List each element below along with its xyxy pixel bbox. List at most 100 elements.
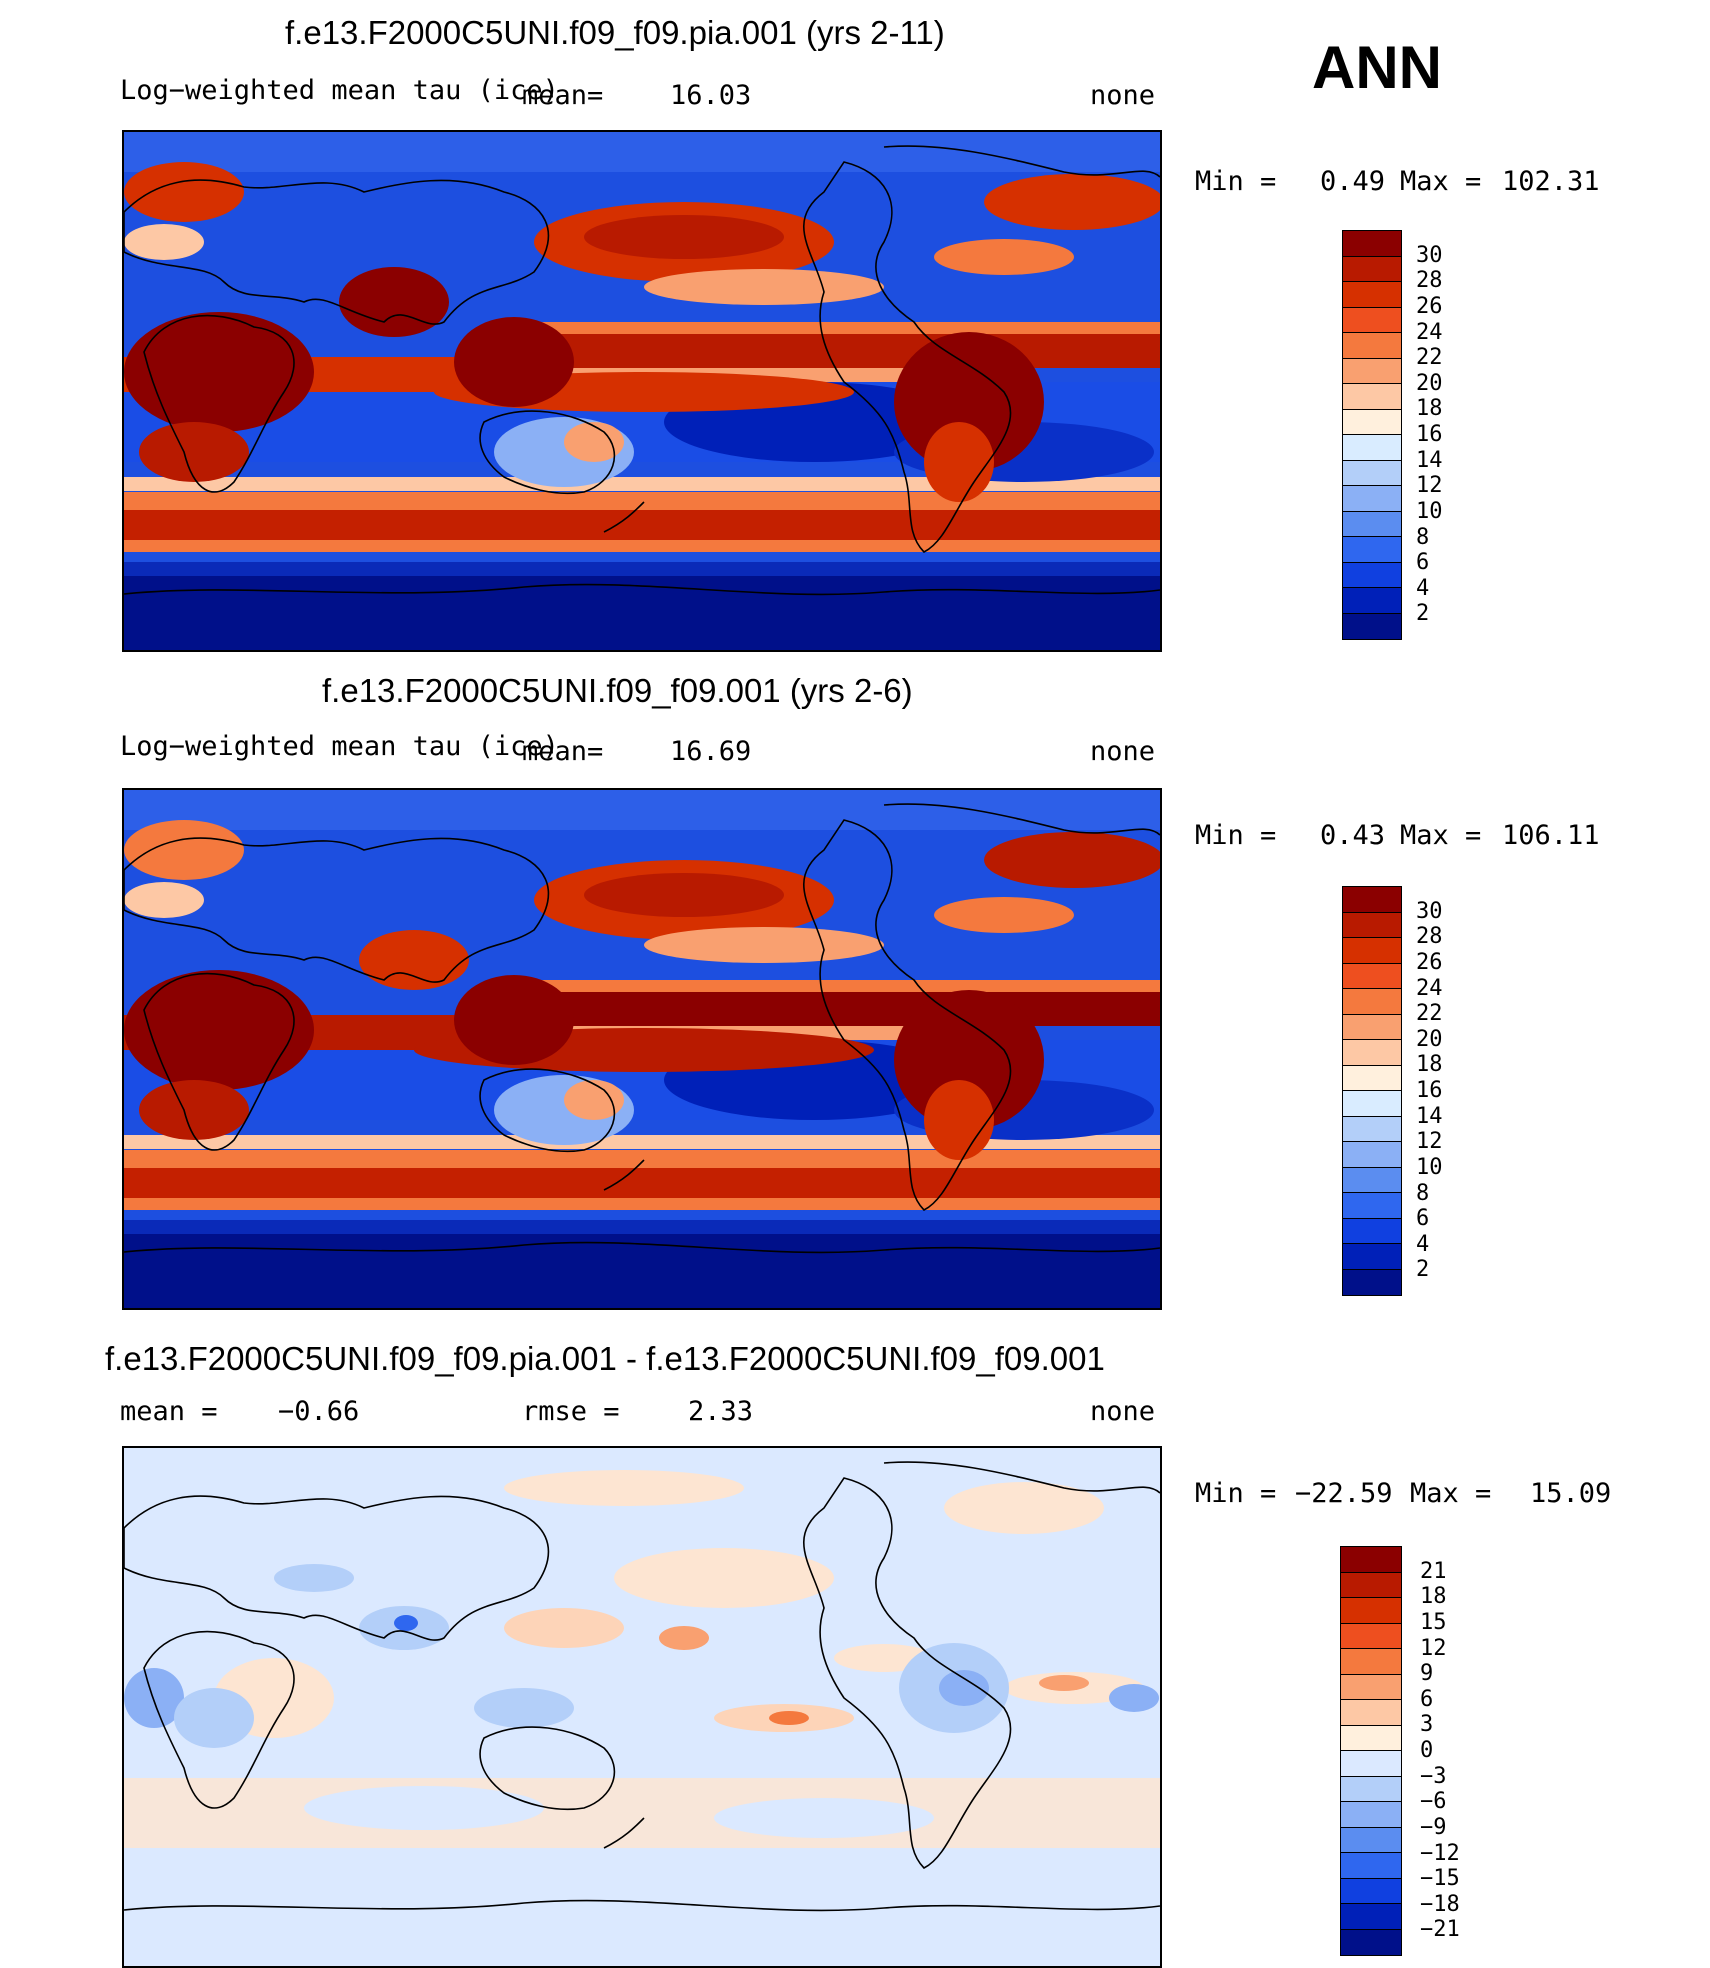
colorbar-segment — [1343, 887, 1401, 913]
colorbar-segment — [1343, 358, 1401, 384]
map-panel-top — [122, 130, 1162, 652]
colorbar-tick-label: −12 — [1420, 1840, 1460, 1866]
colorbar-tick-label: 4 — [1416, 575, 1430, 601]
colorbar-segment — [1341, 1878, 1401, 1904]
colorbar-segment — [1343, 1218, 1401, 1244]
colorbar-segment — [1341, 1725, 1401, 1751]
colorbar-tick-label: 8 — [1416, 1180, 1430, 1206]
colorbar-segment — [1343, 963, 1401, 989]
colorbar-tick-label: −3 — [1420, 1763, 1447, 1789]
colorbar-tick-label: −15 — [1420, 1866, 1460, 1892]
colorbar-segment — [1343, 1040, 1401, 1066]
panel-diff-mean-label: mean = — [120, 1396, 218, 1427]
colorbar-tick-label: 26 — [1416, 949, 1443, 975]
colorbar-tick-label: 10 — [1416, 498, 1443, 524]
tau-map-middle — [124, 790, 1160, 1308]
panel-top-min-value: 0.49 — [1320, 166, 1386, 197]
colorbar-tick-label: 30 — [1416, 898, 1443, 924]
colorbar-tick-label: 24 — [1416, 975, 1443, 1001]
colorbar-tick-label: 0 — [1420, 1738, 1434, 1763]
colorbar-tick-label: 9 — [1420, 1661, 1434, 1687]
panel-diff-mean-value: −0.66 — [278, 1396, 360, 1427]
colorbar-tick-label: 2 — [1416, 601, 1430, 627]
tau-map-top — [124, 132, 1160, 650]
panel-middle-field-label: Log−weighted mean tau (ice) — [120, 731, 559, 762]
panel-diff-min-label: Min = — [1195, 1478, 1277, 1509]
colorbar-segment — [1343, 613, 1401, 639]
colorbar-segment — [1343, 307, 1401, 333]
colorbar-segment — [1341, 1929, 1401, 1955]
panel-middle-min-value: 0.43 — [1320, 820, 1386, 851]
panel-top-max-value: 102.31 — [1502, 166, 1600, 197]
colorbar-segment — [1343, 938, 1401, 964]
colorbar-segment — [1343, 912, 1401, 938]
colorbar-segment — [1343, 1091, 1401, 1117]
colorbar-segment — [1343, 1269, 1401, 1295]
colorbar-tick-label: 12 — [1416, 473, 1443, 499]
colorbar-segment — [1343, 989, 1401, 1015]
colorbar-segment — [1341, 1802, 1401, 1828]
colorbar-tick-label: 14 — [1416, 447, 1443, 473]
colorbar-tick-label: 12 — [1416, 1129, 1443, 1155]
colorbar-tick-label: 4 — [1416, 1231, 1430, 1257]
colorbar-tick-label: 15 — [1420, 1609, 1447, 1635]
colorbar-segment — [1343, 1014, 1401, 1040]
colorbar-segment — [1341, 1649, 1401, 1675]
panel-top-mean-label: mean= — [522, 80, 604, 111]
colorbar-segment — [1343, 486, 1401, 512]
colorbar-middle-segments — [1343, 887, 1401, 1295]
colorbar-segment — [1343, 409, 1401, 435]
colorbar-segment — [1341, 1827, 1401, 1853]
colorbar-tick-label: 16 — [1416, 1078, 1443, 1103]
colorbar-tick-label: 28 — [1416, 268, 1443, 294]
colorbar-tick-label: 20 — [1416, 370, 1443, 396]
panel-diff-rmse-value: 2.33 — [688, 1396, 754, 1427]
panel-top-mean-value: 16.03 — [670, 80, 752, 111]
colorbar-segment — [1343, 588, 1401, 614]
colorbar-segment — [1343, 333, 1401, 359]
colorbar-segment — [1343, 1193, 1401, 1219]
colorbar-segment — [1341, 1572, 1401, 1598]
colorbar-tick-label: 6 — [1416, 550, 1430, 576]
colorbar-tick-label: 18 — [1416, 396, 1443, 422]
colorbar-tick-label: 22 — [1416, 345, 1443, 371]
colorbar-diff — [1340, 1546, 1402, 1956]
colorbar-segment — [1343, 282, 1401, 308]
colorbar-tick-label: 12 — [1420, 1635, 1447, 1661]
panel-diff-min-value: −22.59 — [1295, 1478, 1393, 1509]
colorbar-tick-label: 14 — [1416, 1103, 1443, 1129]
panel-top-units: none — [1090, 80, 1156, 111]
panel-middle-max-value: 106.11 — [1502, 820, 1600, 851]
colorbar-tick-label: 18 — [1420, 1584, 1447, 1610]
colorbar-tick-label: 21 — [1420, 1558, 1447, 1584]
colorbar-tick-label: 20 — [1416, 1026, 1443, 1052]
panel-top-max-label: Max = — [1400, 166, 1482, 197]
colorbar-tick-label: 30 — [1416, 242, 1443, 268]
panel-middle-max-label: Max = — [1400, 820, 1482, 851]
colorbar-top — [1342, 230, 1402, 640]
colorbar-tick-label: 26 — [1416, 293, 1443, 319]
colorbar-segment — [1341, 1623, 1401, 1649]
colorbar-segment — [1343, 511, 1401, 537]
colorbar-segment — [1341, 1674, 1401, 1700]
colorbar-segment — [1343, 1167, 1401, 1193]
panel-middle-min-label: Min = — [1195, 820, 1277, 851]
colorbar-segment — [1343, 562, 1401, 588]
colorbar-tick-label: 6 — [1416, 1206, 1430, 1232]
colorbar-tick-label: −21 — [1420, 1917, 1460, 1943]
colorbar-tick-label: −9 — [1420, 1814, 1447, 1840]
colorbar-diff-segments — [1341, 1547, 1401, 1955]
colorbar-segment — [1343, 231, 1401, 257]
colorbar-segment — [1341, 1700, 1401, 1726]
colorbar-segment — [1341, 1853, 1401, 1879]
difference-map — [124, 1448, 1160, 1966]
colorbar-segment — [1343, 256, 1401, 282]
colorbar-tick-label: 16 — [1416, 422, 1443, 447]
colorbar-tick-label: 3 — [1420, 1712, 1434, 1738]
colorbar-tick-label: 6 — [1420, 1686, 1434, 1712]
panel-diff-title: f.e13.F2000C5UNI.f09_f09.pia.001 - f.e13… — [105, 1340, 1105, 1377]
colorbar-segment — [1341, 1547, 1401, 1573]
panel-top-title: f.e13.F2000C5UNI.f09_f09.pia.001 (yrs 2-… — [285, 14, 945, 51]
colorbar-segment — [1343, 384, 1401, 410]
colorbar-middle — [1342, 886, 1402, 1296]
